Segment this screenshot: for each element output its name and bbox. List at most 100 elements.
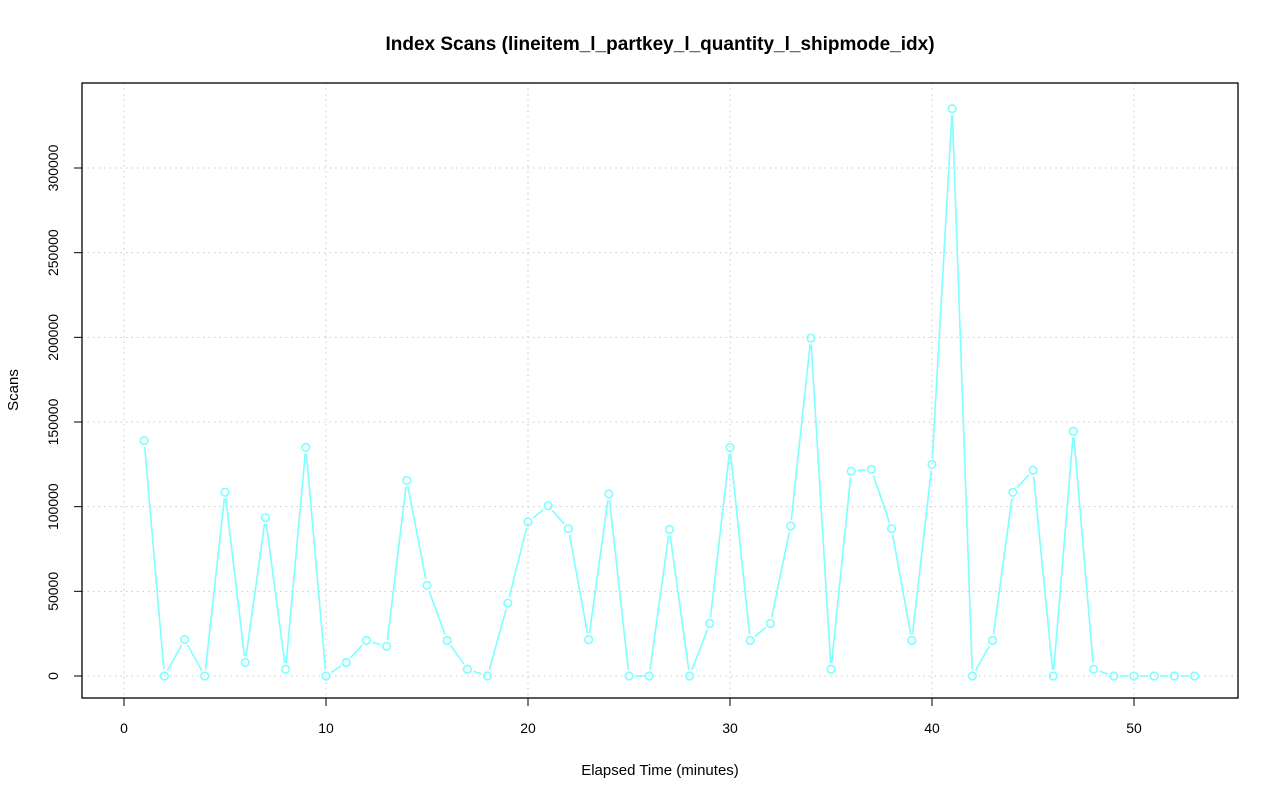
series-segment bbox=[1032, 476, 1054, 670]
series-segment bbox=[931, 114, 953, 459]
data-point bbox=[907, 635, 917, 646]
data-point bbox=[1028, 465, 1038, 475]
series-segment bbox=[305, 453, 327, 670]
data-point bbox=[583, 634, 594, 645]
grid-lines bbox=[82, 83, 1238, 698]
data-point bbox=[745, 635, 755, 646]
x-tick-label: 40 bbox=[924, 720, 940, 736]
data-point bbox=[260, 513, 271, 523]
data-point bbox=[402, 475, 412, 486]
data-point bbox=[220, 487, 230, 497]
series-segment bbox=[588, 500, 609, 634]
series-segment bbox=[891, 534, 912, 635]
series-segment bbox=[330, 665, 342, 674]
data-point bbox=[987, 635, 998, 646]
data-point bbox=[1169, 671, 1179, 681]
series-segment bbox=[951, 115, 973, 670]
x-tick-label: 20 bbox=[520, 720, 536, 736]
data-point bbox=[1189, 671, 1200, 681]
x-tick-label: 50 bbox=[1126, 720, 1142, 736]
series-segment bbox=[992, 498, 1013, 635]
data-point bbox=[826, 664, 836, 674]
data-point bbox=[624, 671, 634, 681]
data-point bbox=[1149, 671, 1159, 681]
series-segment bbox=[974, 645, 991, 671]
series-segment bbox=[473, 670, 482, 675]
data-point bbox=[483, 671, 493, 681]
y-tick-label: 150000 bbox=[45, 398, 61, 445]
data-point bbox=[200, 671, 210, 681]
data-point bbox=[382, 641, 392, 651]
data-point bbox=[563, 524, 574, 534]
series-segment bbox=[488, 609, 507, 671]
data-point bbox=[806, 333, 816, 343]
data-point bbox=[664, 524, 675, 535]
data-point bbox=[341, 657, 351, 668]
y-tick-label: 50000 bbox=[45, 572, 61, 611]
series-scans bbox=[139, 104, 1200, 681]
x-axis: 0 10 20 30 40 50 bbox=[120, 697, 1142, 736]
series-segment bbox=[372, 641, 381, 646]
data-point bbox=[361, 635, 372, 646]
series-segment bbox=[691, 629, 709, 671]
series-segment bbox=[568, 534, 589, 634]
data-point bbox=[180, 634, 190, 645]
data-point bbox=[543, 501, 553, 511]
series-segment bbox=[770, 532, 791, 618]
data-point bbox=[1088, 664, 1099, 674]
series-segment bbox=[754, 626, 767, 638]
y-tick-label: 250000 bbox=[45, 229, 61, 276]
data-point bbox=[281, 664, 291, 674]
data-point bbox=[523, 517, 533, 527]
data-point bbox=[503, 598, 513, 608]
data-point bbox=[947, 104, 957, 114]
series-segment bbox=[166, 644, 183, 671]
x-axis-label: Elapsed Time (minutes) bbox=[581, 762, 739, 779]
series-segment bbox=[143, 446, 165, 670]
data-point bbox=[321, 671, 331, 681]
series-segment bbox=[407, 486, 427, 580]
data-point bbox=[1068, 426, 1078, 436]
x-tick-label: 10 bbox=[318, 720, 334, 736]
data-point bbox=[1048, 671, 1058, 681]
series-segment bbox=[1099, 670, 1109, 675]
data-point bbox=[240, 657, 250, 668]
series-segment bbox=[649, 535, 670, 670]
y-axis-label: Scans bbox=[5, 369, 22, 411]
data-point bbox=[442, 635, 452, 646]
data-point bbox=[1129, 671, 1139, 681]
data-point bbox=[644, 671, 654, 681]
series-segment bbox=[532, 509, 544, 519]
data-point bbox=[725, 442, 735, 453]
data-point bbox=[1008, 487, 1018, 497]
series-segment bbox=[428, 591, 446, 635]
data-point bbox=[705, 618, 715, 629]
series-segment bbox=[669, 535, 690, 670]
series-segment bbox=[911, 470, 933, 635]
series-segment bbox=[285, 453, 307, 664]
series-segment bbox=[551, 510, 565, 525]
data-point bbox=[604, 489, 614, 499]
data-point bbox=[765, 618, 776, 629]
series-segment bbox=[709, 453, 731, 618]
x-tick-label: 0 bbox=[120, 720, 128, 736]
data-point bbox=[886, 524, 897, 534]
y-tick-label: 100000 bbox=[45, 483, 61, 530]
series-segment bbox=[1052, 437, 1074, 670]
y-tick-label: 200000 bbox=[45, 314, 61, 361]
data-point bbox=[785, 521, 796, 531]
series-segment bbox=[857, 469, 866, 472]
y-tick-label: 300000 bbox=[45, 144, 61, 191]
series-segment bbox=[872, 475, 891, 523]
series-segment bbox=[810, 344, 832, 663]
series-segment bbox=[830, 477, 852, 664]
data-point bbox=[301, 442, 311, 453]
data-point bbox=[927, 459, 937, 469]
x-tick-label: 30 bbox=[722, 720, 738, 736]
series-segment bbox=[1073, 437, 1094, 664]
series-segment bbox=[186, 644, 203, 671]
data-point bbox=[866, 464, 877, 475]
series-segment bbox=[349, 644, 363, 659]
data-point bbox=[422, 580, 432, 591]
